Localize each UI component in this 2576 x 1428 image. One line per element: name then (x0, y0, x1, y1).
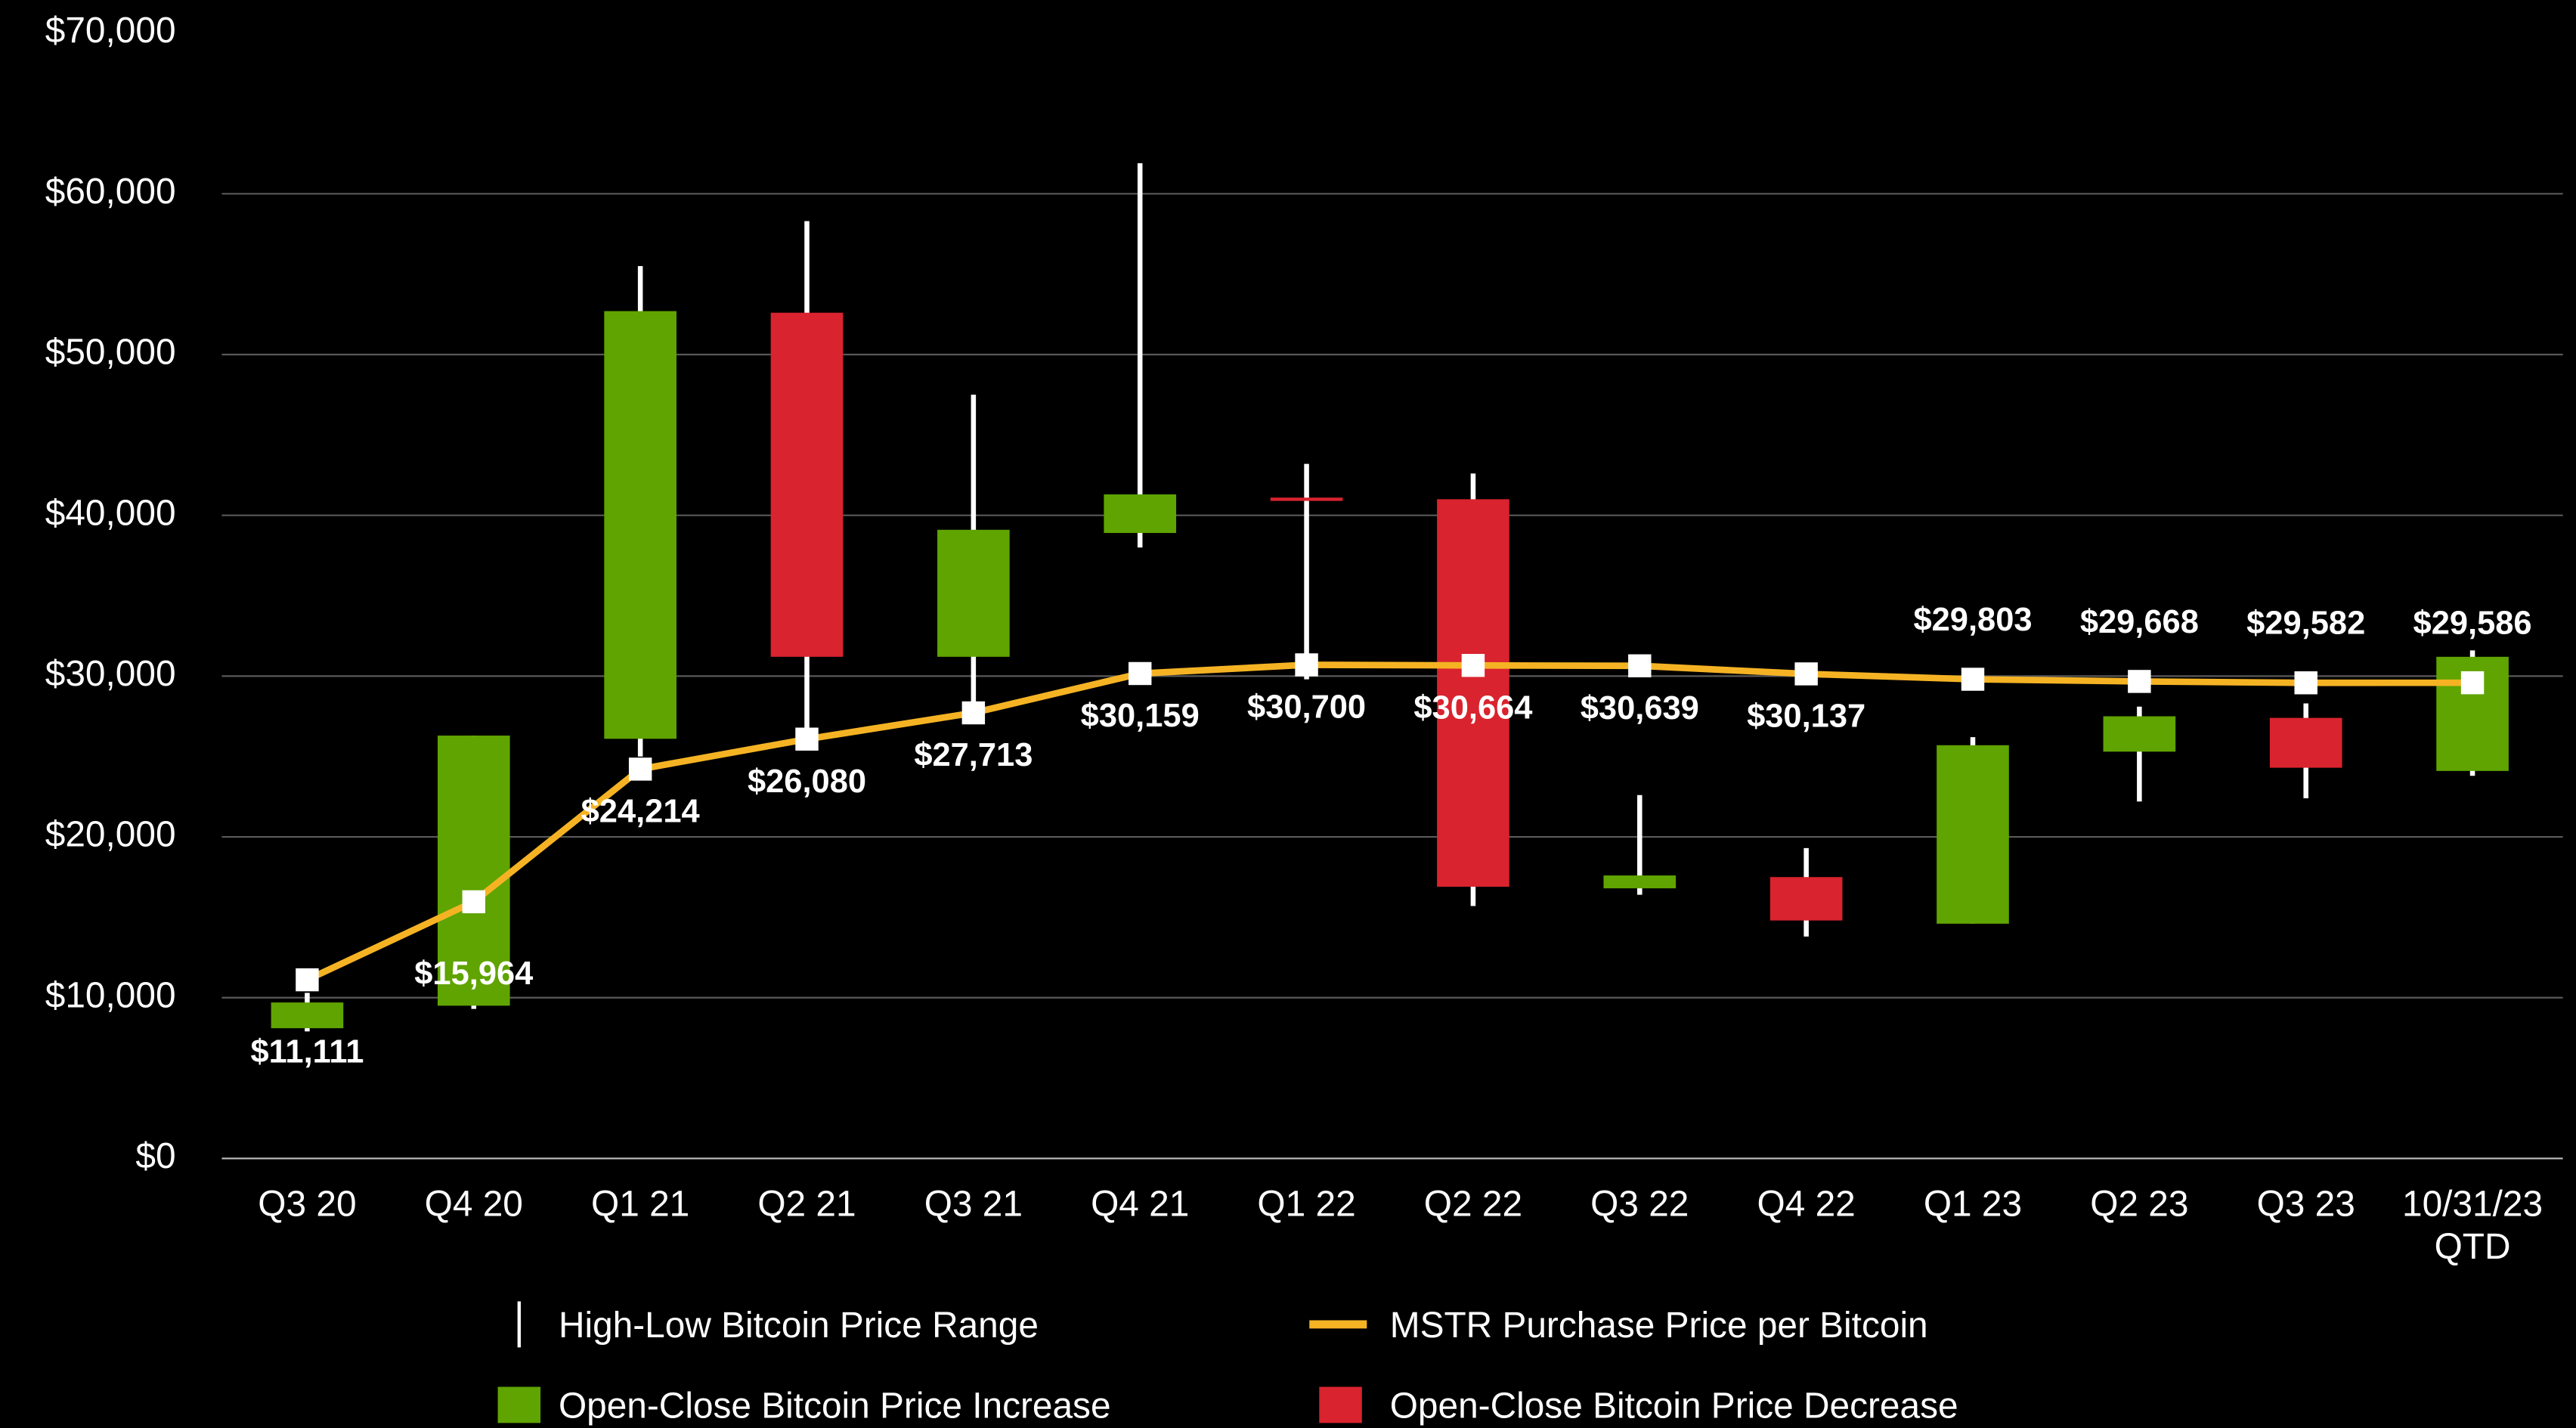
x-tick-label: Q1 21 (591, 1183, 690, 1225)
value-label: $29,582 (2246, 606, 2365, 642)
marker (1295, 653, 1318, 677)
x-tick-label: Q4 21 (1091, 1183, 1190, 1225)
marker (1961, 668, 1985, 691)
value-label: $30,137 (1747, 699, 1865, 735)
marker (1628, 654, 1652, 677)
x-tick-label: Q2 21 (757, 1183, 856, 1225)
legend-decrease-swatch (1319, 1386, 1362, 1423)
marker (1461, 654, 1485, 677)
legend-label: MSTR Purchase Price per Bitcoin (1390, 1306, 1928, 1346)
candle-body (2269, 717, 2342, 768)
marker (2128, 670, 2151, 693)
candle-body (437, 736, 510, 1006)
line (305, 661, 2473, 983)
marker (1794, 662, 1818, 686)
value-label: $24,214 (581, 794, 700, 830)
candle-body (1270, 497, 1343, 501)
legend-label: Open-Close Bitcoin Price Increase (559, 1386, 1111, 1426)
x-tick-label: Q1 22 (1257, 1183, 1356, 1225)
marker (296, 968, 319, 992)
x-tick-label-box: Q4 22 (1757, 1183, 1856, 1225)
marker (1129, 661, 1152, 686)
candle-body (1603, 875, 1677, 889)
y-tick-label: $70,000 (45, 11, 176, 51)
candle-body (1769, 877, 1843, 921)
value-label: $30,159 (1081, 698, 1200, 734)
value-label: $15,964 (414, 956, 533, 992)
marker (628, 757, 652, 781)
x-tick-label: Q2 23 (2090, 1183, 2189, 1225)
candle-body (1437, 499, 1509, 887)
candle-body (271, 1002, 344, 1029)
x-tick-label-box: 10/31/23 QTD (2401, 1183, 2543, 1267)
marker (2460, 671, 2485, 695)
value-label: $29,803 (1913, 602, 2032, 638)
value-label: $30,639 (1581, 690, 1699, 726)
x-tick-label: Q2 22 (1423, 1183, 1523, 1225)
x-tick-label-box: Q2 21 (757, 1183, 856, 1225)
x-tick-label-box: Q4 21 (1091, 1183, 1190, 1225)
y-tick-label: $50,000 (45, 333, 176, 373)
x-tick-label-box: Q3 21 (924, 1183, 1023, 1225)
y-tick-label: $0 (135, 1136, 175, 1176)
value-label: $27,713 (914, 737, 1033, 773)
y-tick-label: $40,000 (45, 493, 176, 533)
y-tick-label: $10,000 (45, 975, 176, 1015)
x-tick-label: Q3 21 (924, 1183, 1023, 1225)
x-tick-label: Q3 20 (258, 1183, 357, 1225)
x-tick-label: Q3 22 (1590, 1183, 1689, 1225)
candle-body (770, 312, 844, 657)
x-tick-label-box: Q1 22 (1257, 1183, 1356, 1225)
candle-body (1937, 745, 2009, 924)
y-tick-label: $20,000 (45, 815, 176, 855)
x-tick-label-box: Q2 22 (1423, 1183, 1523, 1225)
x-tick-label: Q1 23 (1923, 1183, 2023, 1225)
candle-body (1104, 494, 1177, 534)
marker (961, 701, 986, 725)
value-label: $29,668 (2080, 604, 2199, 640)
value-label: $26,080 (748, 764, 866, 800)
x-tick-label: Q3 23 (2256, 1183, 2355, 1225)
candle-body (604, 311, 677, 739)
x-tick-label-box: Q3 23 (2256, 1183, 2355, 1225)
value-label: $29,586 (2413, 606, 2532, 642)
x-tick-label: Q4 20 (424, 1183, 523, 1225)
x-tick-label-box: Q1 23 (1923, 1183, 2023, 1225)
x-tick-label-box: Q4 20 (424, 1183, 523, 1225)
x-tick-label: Q4 22 (1757, 1183, 1856, 1225)
x-tick-label-box: Q2 23 (2090, 1183, 2189, 1225)
candle-body (937, 529, 1010, 657)
value-label: $30,700 (1247, 689, 1366, 726)
legend-increase-swatch (497, 1386, 541, 1423)
marker (2294, 671, 2317, 695)
value-label: $30,664 (1413, 689, 1532, 726)
x-tick-label-box: Q1 21 (591, 1183, 690, 1225)
marker (795, 727, 819, 751)
marker (462, 890, 486, 914)
y-tick-label: $30,000 (45, 654, 176, 694)
value-label: $11,111 (250, 1033, 364, 1070)
x-tick-label: 10/31/23 QTD (2401, 1183, 2543, 1267)
x-tick-label-box: Q3 20 (258, 1183, 357, 1225)
y-tick-label: $60,000 (45, 172, 176, 212)
legend-label: High-Low Bitcoin Price Range (559, 1306, 1039, 1346)
legend-label: Open-Close Bitcoin Price Decrease (1390, 1386, 1958, 1426)
x-tick-label-box: Q3 22 (1590, 1183, 1689, 1225)
candle-body (2103, 716, 2176, 752)
